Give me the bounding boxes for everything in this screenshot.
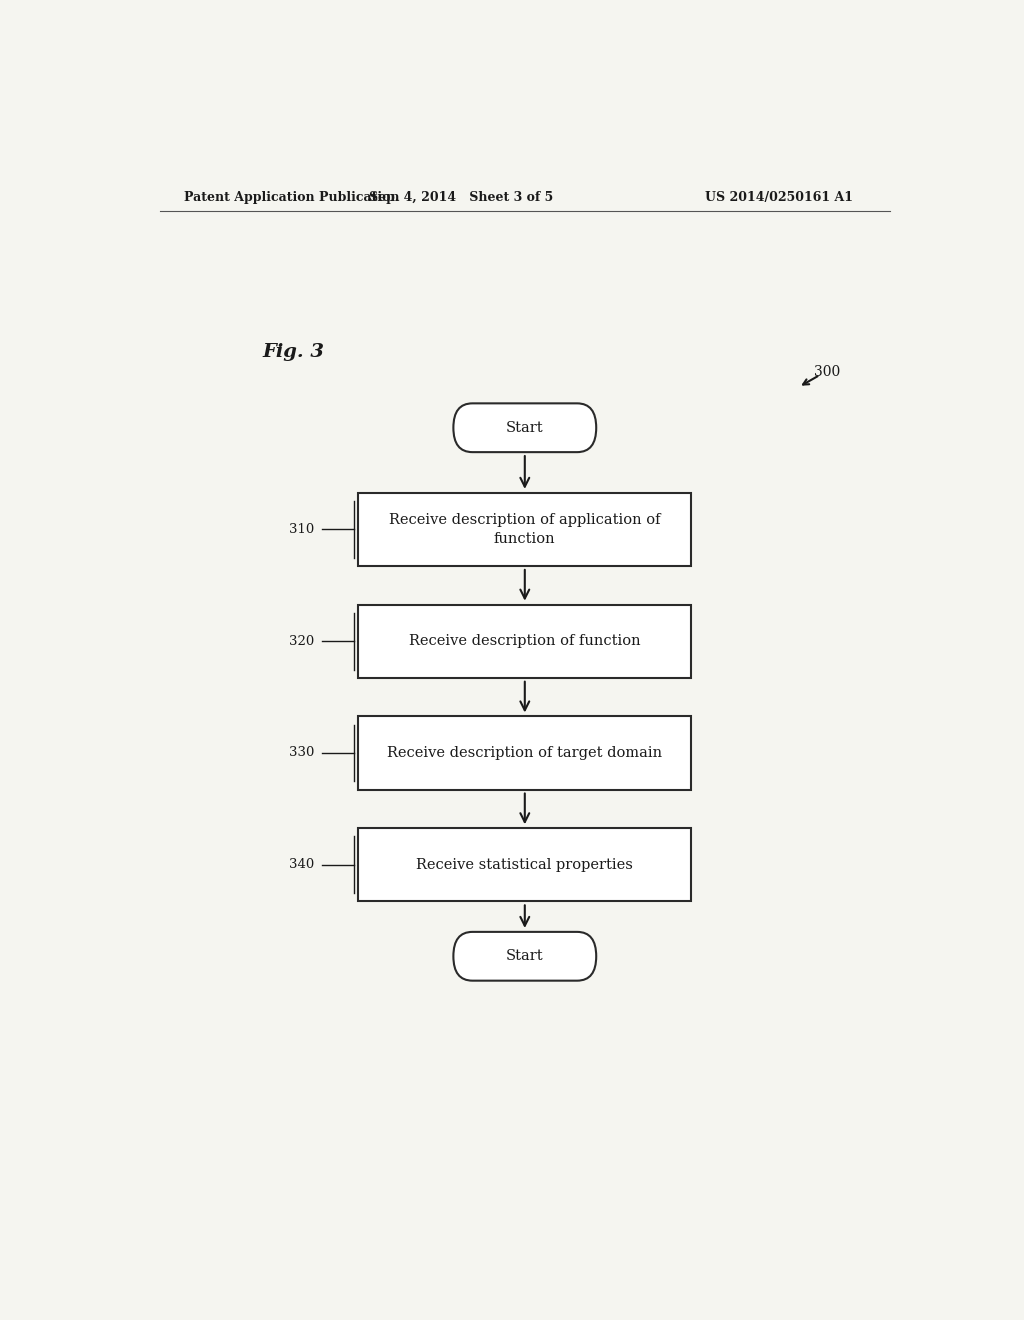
FancyBboxPatch shape — [358, 605, 691, 677]
Text: 320: 320 — [289, 635, 314, 648]
FancyBboxPatch shape — [358, 717, 691, 789]
Text: Receive description of target domain: Receive description of target domain — [387, 746, 663, 760]
Text: Start: Start — [506, 421, 544, 434]
Text: 330: 330 — [289, 747, 314, 759]
Text: 300: 300 — [814, 364, 841, 379]
FancyBboxPatch shape — [358, 492, 691, 566]
Text: Receive description of application of
function: Receive description of application of fu… — [389, 513, 660, 545]
FancyBboxPatch shape — [454, 404, 596, 453]
Text: 310: 310 — [289, 523, 314, 536]
FancyBboxPatch shape — [454, 932, 596, 981]
Text: Sep. 4, 2014   Sheet 3 of 5: Sep. 4, 2014 Sheet 3 of 5 — [370, 190, 553, 203]
Text: Receive description of function: Receive description of function — [409, 634, 641, 648]
Text: US 2014/0250161 A1: US 2014/0250161 A1 — [705, 190, 853, 203]
FancyBboxPatch shape — [358, 828, 691, 902]
Text: Fig. 3: Fig. 3 — [263, 342, 325, 360]
Text: Patent Application Publication: Patent Application Publication — [183, 190, 399, 203]
Text: 340: 340 — [289, 858, 314, 871]
Text: Start: Start — [506, 949, 544, 964]
Text: Receive statistical properties: Receive statistical properties — [417, 858, 633, 871]
